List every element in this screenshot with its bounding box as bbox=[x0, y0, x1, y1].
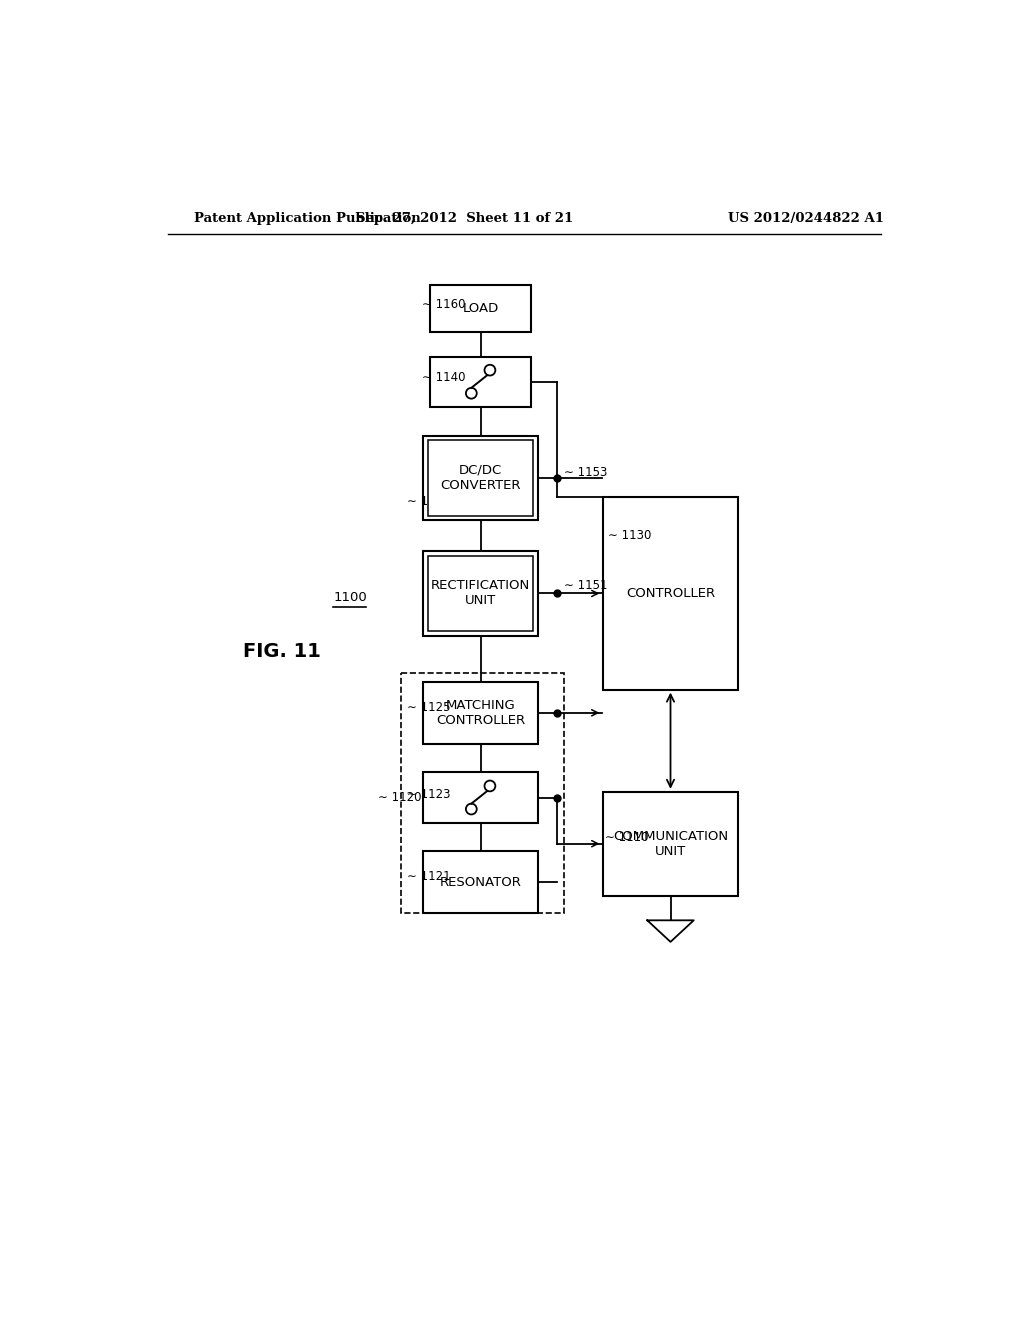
Text: DC/DC
CONVERTER: DC/DC CONVERTER bbox=[440, 463, 521, 492]
Text: 1100: 1100 bbox=[334, 591, 368, 603]
Text: ∼ 1150: ∼ 1150 bbox=[407, 495, 451, 508]
Bar bbox=[423, 552, 538, 636]
Bar bbox=[428, 441, 534, 516]
Text: ∼ 1110: ∼ 1110 bbox=[604, 832, 648, 843]
Bar bbox=[430, 285, 531, 331]
Text: ∼ 1151: ∼ 1151 bbox=[564, 579, 608, 593]
Bar bbox=[428, 556, 534, 631]
Bar bbox=[603, 792, 738, 896]
Bar bbox=[400, 673, 563, 913]
Text: COMMUNICATION
UNIT: COMMUNICATION UNIT bbox=[613, 830, 728, 858]
Text: MATCHING
CONTROLLER: MATCHING CONTROLLER bbox=[436, 698, 525, 727]
Text: Sep. 27, 2012  Sheet 11 of 21: Sep. 27, 2012 Sheet 11 of 21 bbox=[356, 213, 573, 224]
Text: US 2012/0244822 A1: US 2012/0244822 A1 bbox=[728, 213, 884, 224]
Text: ∼ 1123: ∼ 1123 bbox=[407, 788, 451, 801]
Text: ∼ 1160: ∼ 1160 bbox=[423, 298, 466, 312]
Bar bbox=[423, 851, 538, 913]
Text: CONTROLLER: CONTROLLER bbox=[626, 587, 715, 601]
Text: ∼ 1120: ∼ 1120 bbox=[378, 791, 422, 804]
Bar bbox=[603, 498, 738, 689]
Bar bbox=[430, 356, 531, 407]
Text: Patent Application Publication: Patent Application Publication bbox=[194, 213, 421, 224]
Bar bbox=[423, 772, 538, 822]
Text: LOAD: LOAD bbox=[463, 302, 499, 315]
Text: ∼ 1130: ∼ 1130 bbox=[608, 529, 652, 543]
Text: ∼ 1125: ∼ 1125 bbox=[407, 701, 451, 714]
Text: ∼ 1153: ∼ 1153 bbox=[564, 466, 607, 479]
Text: RESONATOR: RESONATOR bbox=[439, 875, 521, 888]
Bar bbox=[423, 436, 538, 520]
Text: ∼ 1121: ∼ 1121 bbox=[407, 870, 451, 883]
Text: ∼ 1140: ∼ 1140 bbox=[423, 371, 466, 384]
Text: RECTIFICATION
UNIT: RECTIFICATION UNIT bbox=[431, 579, 530, 607]
Bar bbox=[423, 682, 538, 743]
Text: FIG. 11: FIG. 11 bbox=[243, 642, 321, 661]
